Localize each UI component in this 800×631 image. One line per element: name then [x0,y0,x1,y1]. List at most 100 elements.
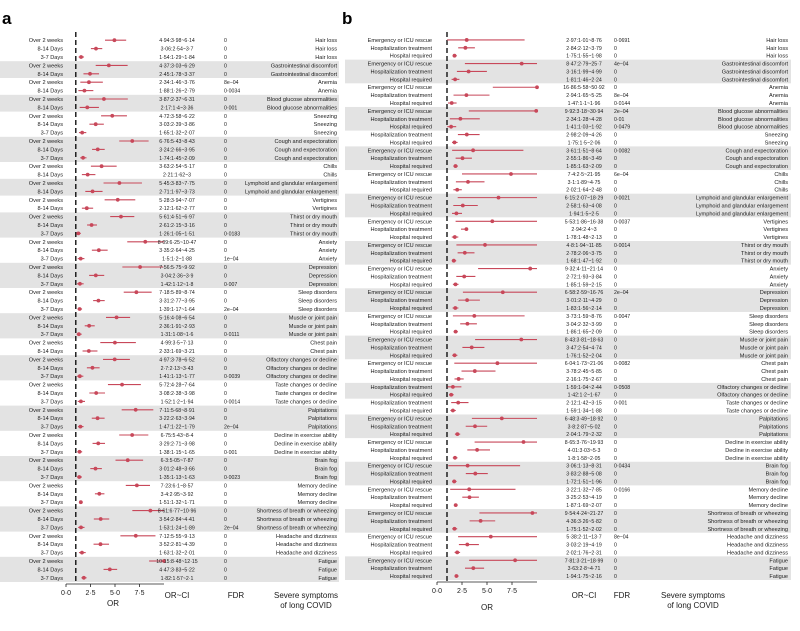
or-point [455,187,460,192]
or-ci-value: 6·75:5·43~8·4 [161,433,194,439]
symptom-label: Headache and dizziness [276,551,337,557]
row-label: 8-14 Days [38,349,64,355]
row-label: Hospital required [390,211,432,217]
symptom-group-band [345,193,791,218]
or-ci-value: 4·47:3·83~5·22 [159,567,195,573]
fdr-value: 0 [224,122,227,128]
row-label: Over 2 weeks [29,408,63,414]
row-label: Hospital required [390,550,432,556]
row-label: 3-7 Days [41,450,64,456]
or-ci-value: 1·81:1·46~2·24 [566,77,602,83]
or-point [460,156,465,161]
row-label: Hospitalization treatment [370,566,432,572]
panel-a: a Over 2 weeks 4·94:3·98~6·14 0 Hair loss 8-… [0,9,339,610]
row-label: 8-14 Days [38,416,64,422]
or-point [534,108,539,113]
or-point [466,69,471,74]
or-point [453,503,458,508]
or-ci-value: 7·56:5·75~9·92 [159,265,195,271]
symptom-label: Memory decline [749,503,788,509]
row-label: Hospital required [390,77,432,83]
or-ci-value: 3·4:2·95~3·92 [161,492,194,498]
symptom-label: Chest pain [761,369,788,375]
row-label: Hospital required [390,164,432,170]
or-ci-value: 3·52:2·81~4·39 [159,542,195,548]
or-ci-value: 6·3:5·05~7·87 [161,458,194,464]
row-label: Hospital required [390,479,432,485]
row-label: Over 2 weeks [29,114,63,120]
fdr-value: 0 [224,500,227,506]
symptom-group-band [0,178,339,196]
fdr-value: 0 [614,353,617,359]
or-point [107,567,112,572]
symptom-label: Lymphoid and glandular enlargement [245,189,338,195]
symptom-label: Sneezing [765,140,788,146]
row-label: Over 2 weeks [29,559,63,565]
or-point [453,164,458,168]
row-label: 8-14 Days [38,542,64,548]
or-ci-value: 3·87:2·37~6·31 [159,97,195,103]
fdr-value: 0 [614,369,617,375]
fdr-value: 2e−04 [614,109,629,115]
symptom-label: Headache and dizziness [727,535,788,541]
row-label: Over 2 weeks [29,198,63,204]
or-point [96,298,101,303]
or-point [451,408,455,413]
symptom-label: Taste changes or decline [275,399,337,405]
panel-b-fdr-column-header: FDR [614,591,631,600]
or-ci-value: 3·78:2·45~5·85 [566,369,602,375]
symptom-label: Chest pain [761,377,788,383]
or-ci-value: 3·61:1·51~8·64 [566,148,602,154]
or-ci-value: 1·88:1·26~2·79 [159,89,195,95]
or-point [79,525,83,530]
fdr-value: 0 [614,211,617,217]
or-ci-value: 1·83:1·56~2·14 [566,306,602,312]
or-point [453,306,458,310]
or-ci-value: 1·39:1·17~1·64 [159,307,195,313]
fdr-value: 2e−04 [224,307,239,313]
row-label: 3-7 Days [41,55,64,61]
or-ci-value: 2·02:1·76~2·31 [566,550,602,556]
symptom-label: Muscle or joint pain [740,345,788,351]
row-label: Hospitalization treatment [370,46,432,52]
symptom-label: Gastrointestinal discomfort [722,77,789,83]
row-label: Over 2 weeks [29,483,63,489]
row-label: 8-14 Days [38,47,64,53]
fdr-value: 0 [614,472,617,478]
or-ci-value: 3·22:2·63~3·94 [159,416,195,422]
fdr-value: 8e−04 [614,535,629,541]
symptom-label: Cough and expectoration [274,147,337,153]
row-label: 3-7 Days [41,399,64,405]
fdr-value: 0·0082 [614,361,630,367]
fdr-value: 0 [224,248,227,254]
fdr-value: 0 [224,349,227,355]
fdr-value: 0 [224,273,227,279]
symptom-label: Hair loss [766,46,788,52]
row-label: Hospitalization treatment [370,424,432,430]
or-point [458,116,463,121]
or-point [96,248,101,253]
row-label: Hospitalization treatment [370,69,432,75]
or-point [93,273,98,278]
fdr-value: 0 [224,315,227,321]
or-point [98,542,103,547]
fdr-value: 0 [614,306,617,312]
symptom-label: Sleep disorders [298,307,337,313]
or-ci-value: 1·38:1·15~1·65 [159,450,195,456]
or-point [465,463,470,468]
fdr-value: 0 [614,188,617,194]
x-axis-tick-label: 5·0 [482,588,492,595]
or-point [143,239,148,244]
fdr-value: 0 [224,576,227,582]
fdr-value: 0 [614,274,617,280]
symptom-label: Vertigines [763,235,788,241]
or-ci-value: 3·63:2·54~5·17 [159,164,195,170]
or-ci-value: 3·04:2·32~3·99 [566,322,602,328]
fdr-value: 0·0021 [614,196,630,202]
row-label: Hospitalization treatment [370,519,432,525]
row-label: 8-14 Days [38,324,64,330]
symptom-label: Gastrointestinal discomfort [722,62,789,68]
or-point [106,63,111,68]
symptom-label: Chest pain [310,341,337,347]
or-ci-value: 1·68:1·47~1·92 [566,259,602,265]
